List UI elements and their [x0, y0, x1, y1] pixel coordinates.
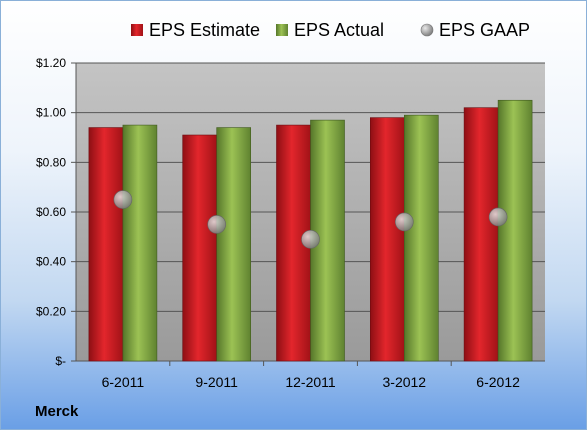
gaap-points-group — [113, 190, 508, 249]
x-tick-label: 3-2012 — [383, 374, 427, 390]
legend-label: EPS Actual — [294, 20, 384, 40]
y-tick-label: $- — [55, 354, 66, 368]
bar-eps-estimate — [463, 107, 499, 362]
x-tick-label: 12-2011 — [285, 374, 336, 390]
point-eps-gaap — [113, 190, 133, 209]
legend-label: EPS GAAP — [439, 20, 530, 40]
y-tick-label: $0.40 — [36, 255, 66, 269]
legend-swatch-eps-gaap — [420, 23, 434, 37]
bar-eps-actual — [216, 127, 251, 362]
y-tick-label: $0.20 — [36, 304, 66, 318]
bar-eps-actual — [122, 124, 158, 362]
point-eps-gaap — [394, 212, 414, 232]
bar-eps-actual — [403, 114, 439, 362]
point-eps-gaap — [301, 230, 320, 249]
bar-eps-actual — [497, 99, 533, 362]
y-tick-label: $0.60 — [36, 205, 66, 219]
legend-label: EPS Estimate — [149, 20, 260, 40]
x-axis: 6-2011 9-2011 12-2011 3-2012 6-2012 — [102, 361, 520, 390]
bar-eps-estimate — [88, 127, 124, 362]
y-tick-label: $1.00 — [36, 106, 66, 120]
point-eps-gaap — [207, 215, 226, 234]
y-axis: $- $0.20 $0.40 $0.60 $0.80 $1.00 $1.20 — [36, 56, 77, 368]
company-label: Merck — [35, 403, 79, 420]
legend-swatch — [276, 24, 288, 36]
point-eps-gaap — [488, 207, 508, 227]
legend-swatch — [131, 24, 143, 36]
y-tick-label: $0.80 — [36, 155, 66, 169]
bar-eps-estimate — [369, 117, 405, 362]
bars-group — [88, 99, 533, 362]
x-tick-label: 6-2011 — [102, 374, 145, 390]
bar-eps-estimate — [182, 134, 217, 362]
y-tick-label: $1.20 — [36, 56, 66, 70]
x-tick-label: 6-2012 — [476, 374, 520, 390]
legend: EPS Estimate EPS Actual EPS GAAP — [131, 20, 530, 40]
x-tick-label: 9-2011 — [195, 374, 238, 390]
